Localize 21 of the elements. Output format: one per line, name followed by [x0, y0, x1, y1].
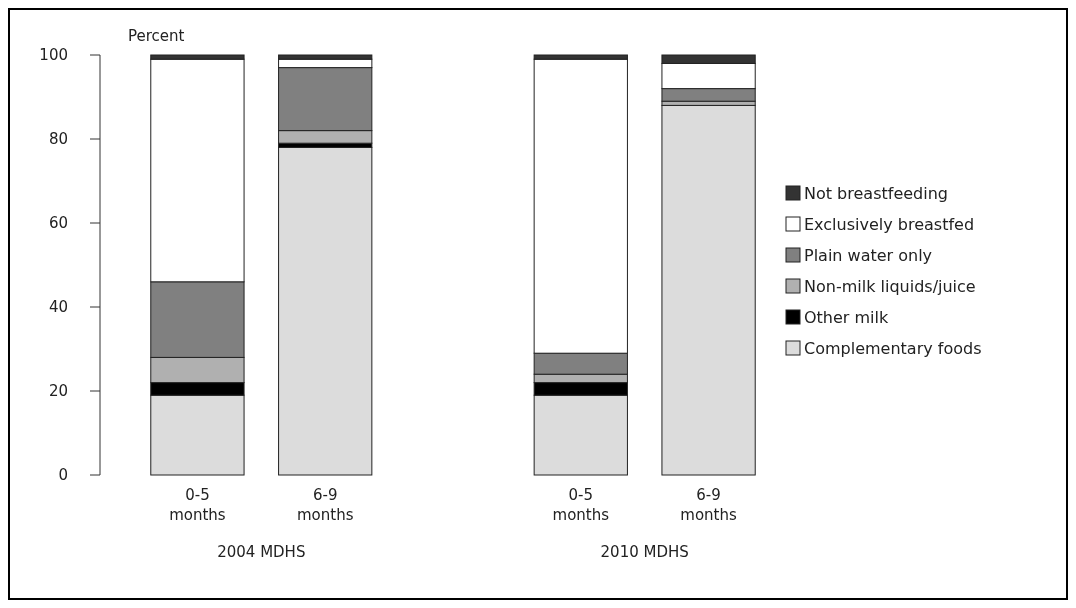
x-tick-label: 0-5 months — [169, 486, 226, 524]
legend-label: Non-milk liquids/juice — [804, 276, 976, 296]
x-tick-label: 6-9 months — [296, 486, 354, 524]
y-tick-label: 60 — [48, 214, 68, 233]
x-tick-label: 0-5 months — [552, 486, 610, 524]
text: 2010 MDHS — [600, 543, 689, 561]
y-axis-title: Percent — [128, 27, 185, 45]
text: 2004 MDHS — [217, 543, 306, 561]
legend-label: Complementary foods — [804, 338, 982, 358]
legend-label: Plain water only — [804, 245, 933, 265]
x-tick-label: 6-9 months — [680, 486, 738, 524]
y-tick-label: 100 — [39, 46, 68, 65]
y-tick-label: 0 — [58, 466, 68, 485]
y-tick-label: 80 — [48, 130, 68, 149]
legend-label: Exclusively breastfed — [804, 214, 975, 234]
bar — [661, 104, 756, 476]
y-tick-label: 20 — [48, 382, 68, 401]
legend-label: Not breastfeeding — [804, 183, 948, 203]
y-tick-label: 40 — [48, 298, 68, 317]
legend-label: Other milk — [804, 307, 889, 327]
bar — [278, 146, 373, 476]
